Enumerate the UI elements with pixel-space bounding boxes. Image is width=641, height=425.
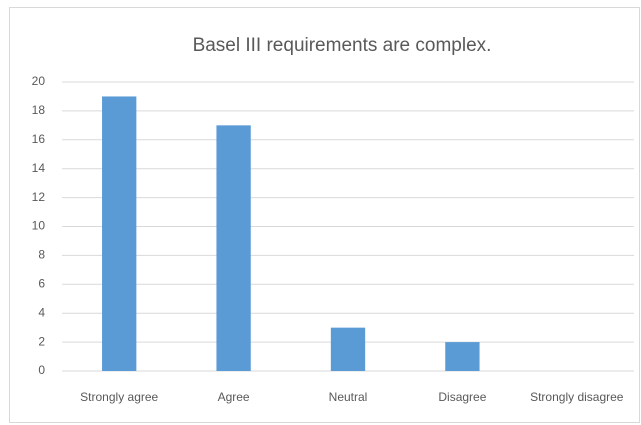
y-tick-label: 10 bbox=[32, 219, 46, 233]
y-tick-label: 18 bbox=[32, 103, 46, 117]
y-tick-label: 14 bbox=[32, 161, 46, 175]
y-tick-label: 16 bbox=[32, 132, 46, 146]
x-tick-label: Disagree bbox=[438, 390, 486, 404]
y-tick-label: 8 bbox=[38, 248, 45, 262]
bar bbox=[445, 342, 480, 371]
y-tick-label: 0 bbox=[38, 363, 45, 377]
chart-title: Basel III requirements are complex. bbox=[193, 35, 492, 56]
x-tick-label: Agree bbox=[218, 390, 250, 404]
bar bbox=[216, 125, 251, 371]
y-tick-label: 12 bbox=[32, 190, 46, 204]
y-tick-label: 2 bbox=[38, 334, 45, 348]
bar bbox=[330, 327, 366, 371]
y-tick-label: 20 bbox=[32, 74, 46, 88]
bar bbox=[102, 96, 137, 371]
x-tick-label: Strongly agree bbox=[80, 390, 158, 404]
x-tick-label: Strongly disagree bbox=[530, 390, 624, 404]
x-tick-label: Neutral bbox=[329, 390, 368, 404]
y-tick-label: 4 bbox=[38, 305, 45, 319]
y-tick-label: 6 bbox=[38, 276, 45, 290]
